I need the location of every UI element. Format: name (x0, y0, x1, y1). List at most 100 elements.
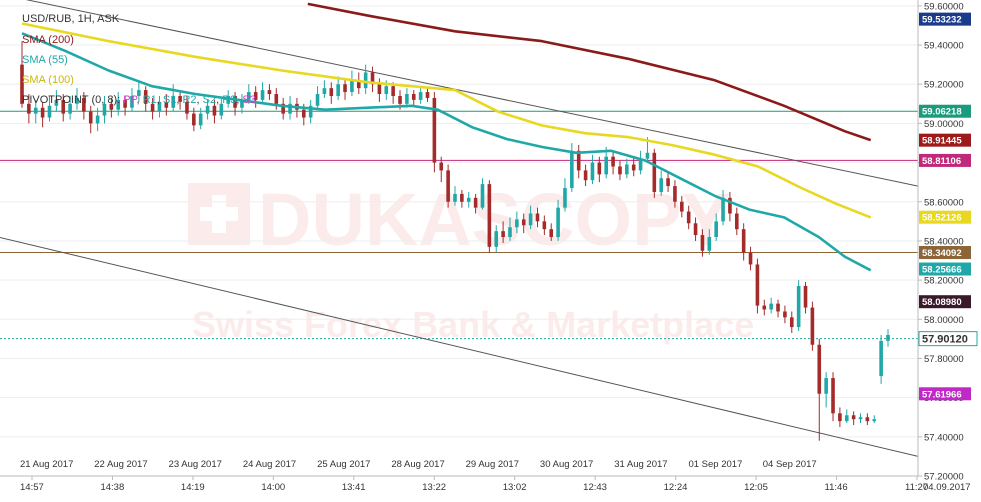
watermark: DUKASCOPY Swiss Forex Bank & Marketplace (188, 178, 754, 345)
candle-body (858, 417, 863, 420)
legend-pivot-label: PIVOTPOINT (0, 8) (22, 94, 117, 106)
legend-pivot-separator: : (117, 94, 123, 106)
moving-averages (21, 2, 872, 272)
candle-body (439, 162, 444, 171)
y-tick-label: 58.60000 (924, 197, 964, 208)
candle-body (350, 80, 354, 93)
candle-body (549, 229, 554, 238)
legend-sma200[interactable]: SMA (200) (22, 34, 74, 46)
legend-pivot-r2: R2 (182, 94, 196, 106)
candle-body (178, 95, 182, 102)
legend-pivot-s1: S1 (163, 94, 176, 106)
candle-body (315, 94, 320, 106)
candle-body (721, 197, 725, 222)
candle-body (783, 311, 787, 318)
candle-body (762, 305, 767, 310)
candle-body (508, 227, 512, 238)
candle-body (109, 103, 114, 110)
candle-body (88, 111, 93, 124)
x-time-label: 11:27 (905, 482, 928, 493)
candle-body (205, 105, 210, 114)
candle-body (515, 219, 519, 228)
candle-body (363, 72, 368, 89)
candle-body (618, 166, 622, 175)
candle-body (707, 237, 712, 251)
candle-body (102, 103, 107, 116)
sma100-line (21, 22, 872, 219)
candle-body (501, 231, 505, 238)
candle-body (576, 150, 581, 171)
legend: USD/RUB, 1H, ASK SMA (200) SMA (55) SMA … (22, 13, 256, 106)
candle-body (769, 303, 773, 310)
price-badge-text: 58.34092 (922, 248, 962, 259)
x-date-label: 01 Sep 2017 (688, 459, 742, 470)
x-date-label: 21 Aug 2017 (20, 459, 73, 470)
x-date-label: 25 Aug 2017 (317, 459, 370, 470)
candle-body (356, 80, 361, 89)
x-time-label: 12:43 (583, 482, 607, 493)
x-date-label: 28 Aug 2017 (391, 459, 444, 470)
price-badge-text: 58.52126 (922, 213, 962, 224)
x-date-label: 23 Aug 2017 (169, 459, 222, 470)
candle-body (274, 94, 279, 104)
y-tick-label: 57.20000 (924, 472, 964, 483)
sma55-line (21, 32, 872, 272)
legend-pivot-r3: R3 (222, 94, 236, 106)
candle-body (192, 113, 196, 126)
candle-body (198, 113, 203, 126)
candle-body (865, 417, 870, 422)
price-badge (919, 210, 971, 224)
candle-body (233, 95, 237, 108)
price-badge (919, 262, 971, 276)
candle-body (137, 90, 141, 96)
candle-body (535, 213, 540, 222)
candle-body (741, 229, 746, 253)
candle-body (40, 107, 45, 118)
candle-body (803, 285, 808, 308)
candle-body (247, 92, 251, 100)
candle-body (143, 90, 148, 104)
price-badge-text: 59.06218 (922, 107, 962, 118)
chart-title: USD/RUB, 1H, ASK (22, 13, 120, 25)
candle-body (432, 97, 437, 163)
candle-body (521, 219, 526, 226)
legend-sma100[interactable]: SMA (100) (22, 74, 74, 86)
x-time-label: 14:19 (181, 482, 205, 493)
x-time-label: 12:24 (664, 482, 688, 493)
candle-body (446, 170, 450, 202)
x-date-label: 31 Aug 2017 (614, 459, 667, 470)
candle-body (810, 307, 815, 345)
legend-pivot-pp: PP (123, 94, 137, 106)
watermark-logo-cross-v (212, 195, 226, 233)
watermark-logo-block (188, 183, 250, 245)
candle-body (879, 340, 883, 377)
candle-body (453, 193, 457, 202)
candle-body (47, 105, 52, 118)
grid (0, 5, 918, 477)
candle-body (212, 105, 217, 116)
candle-body (75, 97, 79, 104)
candle-body (267, 90, 272, 95)
candle-body (583, 170, 588, 181)
current-price-badge-text: 57.90120 (922, 334, 968, 346)
candle-body (645, 152, 650, 159)
candle-body (714, 221, 718, 238)
legend-pivot-comma: , (216, 94, 222, 106)
candle-body (789, 317, 794, 328)
candle-body (460, 193, 464, 202)
candle-body (398, 95, 402, 104)
legend-pivotpoint[interactable]: PIVOTPOINT (0, 8): PP, R1, S1, R2, S2, R… (22, 94, 256, 106)
x-time-label: 14:38 (100, 482, 124, 493)
legend-pivot-comma: , (197, 94, 203, 106)
x-time-label: 12:05 (744, 482, 768, 493)
candle-body (494, 231, 499, 247)
candle-body (872, 419, 877, 422)
price-badge-text: 58.08980 (922, 297, 962, 308)
candle-body (838, 413, 842, 422)
candle-body (281, 103, 285, 114)
x-time-label: 14:57 (20, 482, 44, 493)
legend-sma55[interactable]: SMA (55) (22, 54, 68, 66)
candle-body (886, 334, 890, 341)
price-badge-text: 58.25666 (922, 265, 962, 276)
